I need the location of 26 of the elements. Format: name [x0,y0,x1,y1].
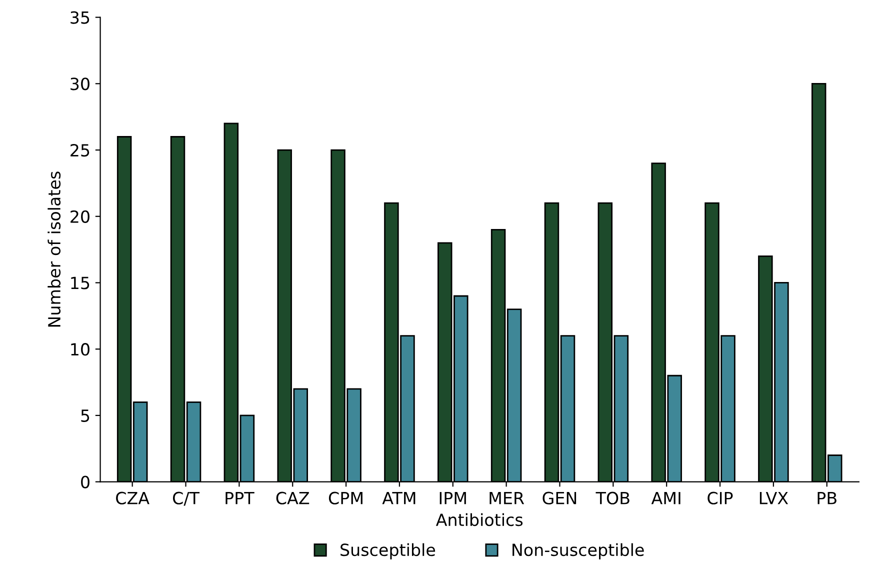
y-axis-title: Number of isolates [48,172,61,327]
x-axis-title: Antibiotics [436,513,523,526]
y-tick-label: 5 [81,410,90,422]
x-tick-label: CAZ [276,492,310,504]
y-tick-label: 30 [70,78,90,90]
y-tick-label: 20 [70,210,90,223]
y-tick-label: 35 [70,11,90,24]
x-tick-label: ATM [382,492,416,504]
x-tick-label: PPT [226,492,254,504]
x-tick-label: IPM [440,492,466,504]
x-tick-label: CIP [708,492,733,504]
y-tick-label: 15 [71,276,90,290]
x-tick-label: C/T [172,492,200,506]
x-tick-label: CPM [328,492,362,504]
x-tick-label: TOB [596,492,630,504]
x-tick-label: MER [490,492,524,504]
x-tick-label: CZA [116,492,150,504]
x-tick-label: PB [818,492,836,504]
legend-label: Non-susceptible [512,543,644,560]
y-tick-label: 25 [70,144,90,157]
x-tick-label: LVX [760,492,788,504]
legend-label: Susceptible [340,543,436,560]
x-tick-label: AMI [651,492,680,504]
x-tick-label: GEN [542,492,576,504]
y-tick-label: 10 [71,343,90,356]
y-tick-label: 0 [81,476,90,488]
